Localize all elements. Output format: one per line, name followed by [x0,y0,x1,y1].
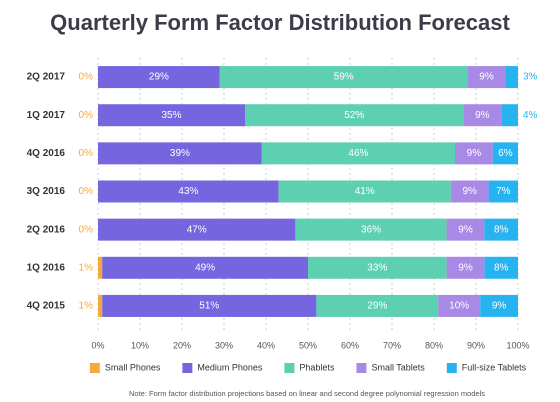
value-label: 9% [458,262,473,273]
value-label: 47% [187,224,207,235]
y-tick-label: 4Q 2016 [27,148,66,159]
value-label: 59% [334,72,354,83]
value-label: 46% [348,148,368,159]
legend-label: Small Phones [105,362,161,372]
value-label: 9% [492,301,507,312]
y-tick-label: 1Q 2016 [27,262,66,273]
value-label: 9% [458,224,473,235]
value-label: 0% [79,186,94,197]
legend-label: Medium Phones [197,362,263,372]
bar-segment [261,142,455,165]
bar-segment [492,142,518,165]
chart-title: Quarterly Form Factor Distribution Forec… [50,10,510,35]
value-label: 9% [467,148,482,159]
bar-segment [484,256,518,279]
bar-segment [446,256,485,279]
bar-segment [484,218,518,241]
bar-segment [102,294,317,317]
value-label: 52% [344,110,364,121]
value-label: 10% [449,301,469,312]
legend-label: Small Tablets [371,362,425,372]
x-tick-label: 70% [383,340,401,350]
bar-segment [295,218,447,241]
value-label: 6% [498,148,513,159]
bar-segment [316,294,439,317]
x-tick-label: 90% [467,340,485,350]
bar-segment [455,142,493,165]
y-tick-label: 2Q 2017 [27,72,66,83]
x-tick-label: 20% [173,340,191,350]
value-label: 0% [79,148,94,159]
x-tick-label: 0% [91,340,104,350]
y-tick-label: 4Q 2015 [27,301,66,312]
bar-segment [98,142,262,165]
bar-segment [308,256,447,279]
x-tick-label: 100% [506,340,529,350]
bar-segment [450,180,489,203]
note: Note: Form factor distribution projectio… [129,389,485,398]
value-label: 29% [367,301,387,312]
bar-segment [98,66,220,89]
legend-label: Phablets [299,362,335,372]
bar-segment [463,104,502,127]
bar-segment [98,180,279,203]
bar-segment [278,180,451,203]
value-label: 36% [361,224,381,235]
value-label: 3% [523,72,538,83]
y-tick-label: 2Q 2016 [27,224,66,235]
value-label: 51% [199,301,219,312]
value-label: 9% [475,110,490,121]
bar-segment [501,104,518,127]
bar-segment [446,218,485,241]
bar-segment [98,256,103,279]
bar-segment [488,180,518,203]
x-tick-label: 10% [131,340,149,350]
x-tick-label: 60% [341,340,359,350]
value-label: 8% [494,262,509,273]
x-tick-label: 30% [215,340,233,350]
x-tick-label: 80% [425,340,443,350]
value-label: 1% [79,301,94,312]
bar-segment [505,66,518,89]
bar-segment [480,294,518,317]
value-label: 0% [79,72,94,83]
bar-segment [102,256,308,279]
legend-swatch [356,363,367,373]
bar-segment [219,66,468,89]
x-tick-label: 50% [299,340,317,350]
value-label: 33% [367,262,387,273]
legend-swatch [89,363,100,373]
x-tick-label: 40% [257,340,275,350]
value-label: 8% [494,224,509,235]
value-label: 0% [79,110,94,121]
value-label: 43% [178,186,198,197]
value-label: 7% [496,186,511,197]
bar-segment [98,218,296,241]
value-label: 9% [479,72,494,83]
value-label: 41% [355,186,375,197]
legend: Small Phones Medium Phones Phablets Small T… [89,362,527,373]
value-label: 39% [170,148,190,159]
value-label: 35% [161,110,181,121]
value-label: 29% [149,72,169,83]
value-label: 0% [79,224,94,235]
legend-swatch [284,363,295,373]
value-label: 49% [195,262,215,273]
bar-segment [98,104,245,127]
legend-swatch [446,363,457,373]
value-label: 4% [523,110,538,121]
legend-label: Full-size Tablets [462,362,527,372]
value-label: 9% [462,186,477,197]
legend-swatch [182,363,193,373]
y-tick-label: 1Q 2017 [27,110,66,121]
bar-segment [245,104,464,127]
bar-segment [98,294,103,317]
value-label: 1% [79,262,94,273]
bar-segment [438,294,481,317]
y-tick-label: 3Q 2016 [27,186,66,197]
bar-segment [467,66,506,89]
